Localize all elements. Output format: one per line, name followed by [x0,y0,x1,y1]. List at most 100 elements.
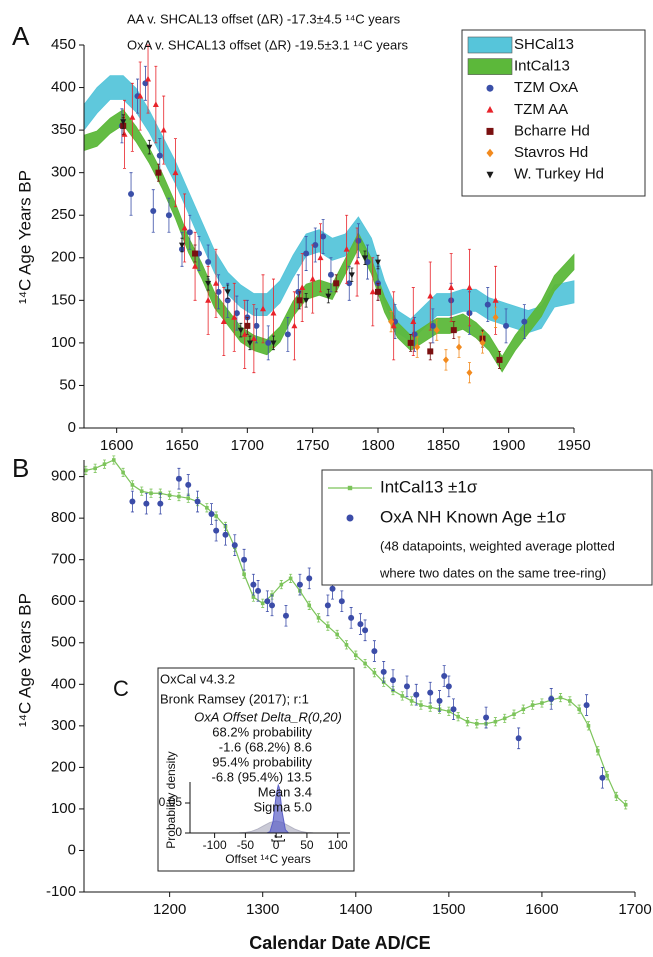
data-point [623,802,628,807]
data-point [177,494,181,499]
y-tick-label: 450 [51,36,76,53]
panel-label: A [12,21,30,51]
legend-label: W. Turkey Hd [514,166,604,183]
y-tick-label: 600 [51,592,76,609]
data-point [326,624,330,628]
range-bracket [271,839,285,842]
data-point [212,280,219,286]
x-tick-label: 100 [328,838,348,852]
y-tick-label: 100 [51,800,76,817]
data-point [483,714,490,721]
data-point [333,280,340,287]
data-point [427,292,434,299]
x-tick-label: 1800 [361,437,394,454]
data-point [291,322,298,329]
data-point [260,305,267,312]
data-point [548,695,555,702]
data-point [143,500,150,507]
legend-label: IntCal13 ±1σ [380,477,478,496]
data-point [279,582,284,587]
data-point [155,169,162,176]
data-point [390,677,397,684]
data-point [269,602,276,609]
data-point [324,602,331,609]
data-point [179,242,185,249]
data-point [325,293,332,300]
inset-frame [157,667,355,872]
x-axis-title: Calendar Date AD/CE [249,933,430,953]
data-point [312,242,319,249]
data-point [250,581,257,588]
data-point [429,322,436,329]
band [83,109,575,373]
data-point [241,556,248,563]
data-point [303,297,310,304]
data-point [447,709,451,714]
data-point [231,542,238,549]
data-point [237,327,244,334]
data-point [149,491,153,496]
data-point [156,152,163,159]
legend-label: TZM AA [514,101,568,118]
x-tick-label: 1950 [557,437,590,454]
data-point [466,369,473,377]
y-tick-label: 300 [51,717,76,734]
legend-swatch [486,127,494,135]
data-point [186,496,191,501]
data-point [496,356,503,363]
y-tick-label: -100 [46,883,76,900]
x-tick-label: 1200 [153,901,186,918]
y-tick-label: 150 [51,291,76,308]
data-point [299,284,306,290]
data-point [409,699,414,703]
data-point [348,272,355,279]
data-point [167,493,172,498]
data-point [255,587,262,594]
data-point [433,326,440,334]
x-tick-label: 1400 [339,901,372,918]
y-tick-label: 400 [51,675,76,692]
data-point [502,716,507,721]
data-point [208,511,215,517]
data-point [157,500,164,507]
range-bracket [274,835,282,838]
annotation: -6.8 (95.4%) 13.5 [212,769,312,784]
y-tick-label: 500 [51,634,76,651]
data-point [411,331,418,338]
data-point [390,322,397,329]
y-tick-label: 0.05 [159,795,183,809]
data-point [441,673,448,679]
y-tick-label: 100 [51,334,76,351]
panel-label: C [113,676,129,701]
data-point [484,301,491,308]
x-axis-title: Offset ¹⁴C years [225,852,311,866]
data-point [515,735,522,742]
annotation: Sigma 5.0 [253,799,312,814]
data-point [84,468,88,473]
data-point [253,322,260,329]
data-point [344,643,349,647]
data-point [270,340,277,347]
data-point [111,458,116,462]
data-point [220,318,227,325]
data-point [369,288,376,295]
legend-box [321,469,653,586]
data-point [361,255,368,262]
data-point [231,314,238,320]
legend-note: where two dates on the same tree-ring) [379,565,606,580]
data-point [146,144,153,151]
data-point [436,697,443,704]
data-point [150,207,157,214]
data-point [317,254,324,261]
annotation: AA v. SHCAL13 offset (ΔR) -17.3±4.5 ¹⁴C … [127,11,401,26]
y-axis-title: Probability density [164,751,178,848]
data-point [194,498,201,505]
data-point [521,318,528,325]
data-point [303,250,310,257]
y-tick-label: 350 [51,121,76,138]
inset-title: OxA Offset Delta_R(0,20) [194,709,342,724]
data-point [540,701,544,705]
data-point [181,224,188,231]
data-point [121,470,125,475]
data-point [362,627,369,634]
